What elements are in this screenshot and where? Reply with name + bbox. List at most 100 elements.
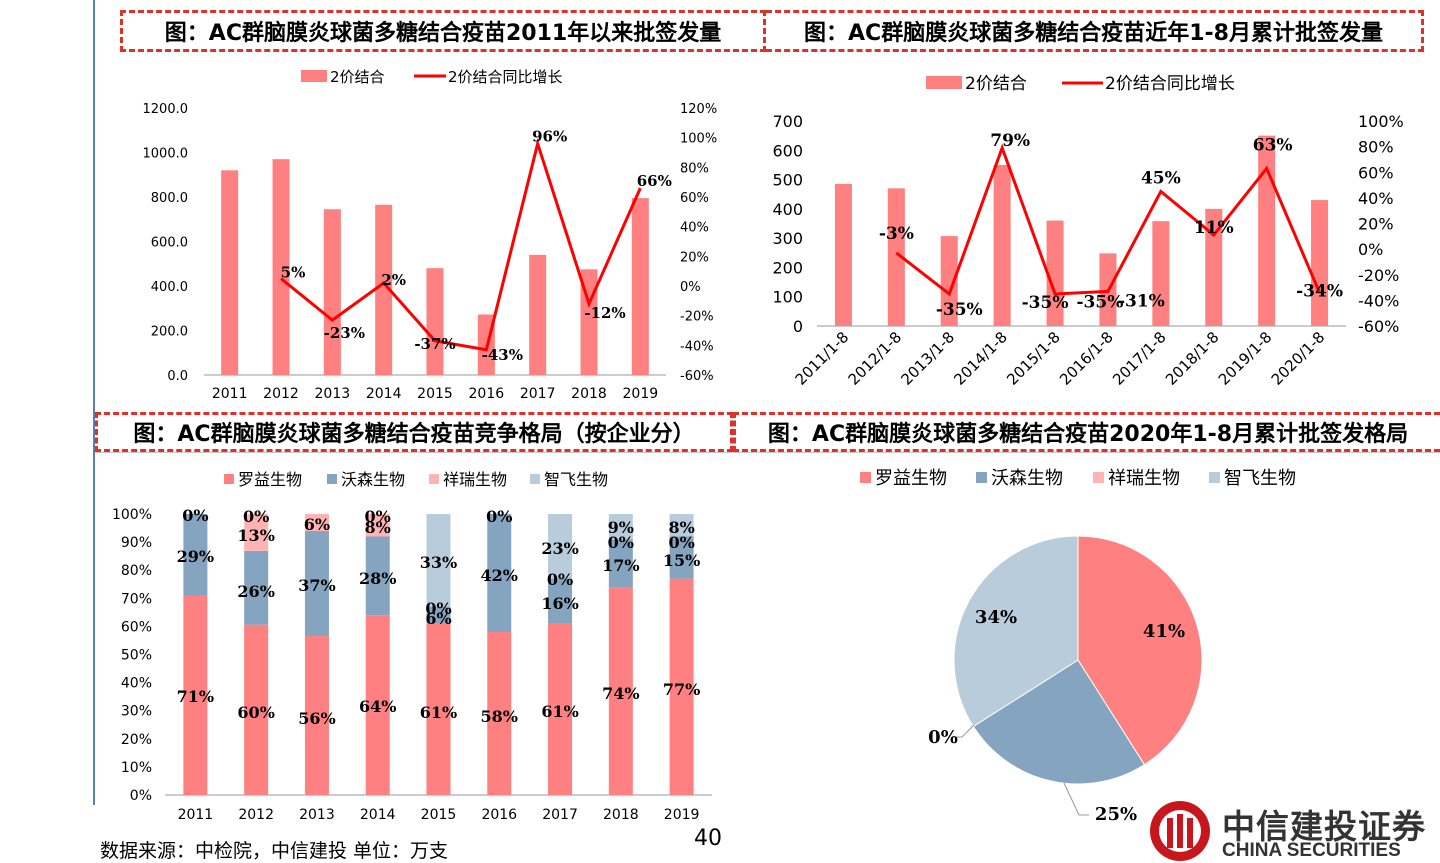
bar (631, 198, 649, 375)
pie-slice (1077, 535, 1203, 766)
data-label: -35% (1022, 293, 1069, 313)
x-tick-label: 2016/1-8 (1056, 328, 1117, 389)
data-label: 16% (541, 594, 578, 613)
company-logo: 中信建投证券 CHINA SECURITIES (1142, 798, 1440, 863)
stacked-bar-segment (183, 595, 208, 795)
data-label: 56% (298, 709, 335, 728)
left-accent-line (93, 0, 95, 805)
legend-label: 罗益生物 (238, 470, 302, 489)
data-label: 17% (602, 556, 639, 575)
chart1-bar-line: 0.0 200.0 400.0 600.0 800.0 1000.0 1200.0 -60% -… (143, 68, 718, 402)
data-label: 0% (608, 533, 634, 552)
stacked-bar-segment (426, 606, 451, 624)
y-tick-label: 200 (772, 258, 803, 277)
stacked-bar-segment (365, 536, 390, 616)
y-tick-label: 100% (112, 507, 152, 523)
x-tick-label: 2012/1-8 (845, 328, 906, 389)
y2-tick-label: 20% (1358, 215, 1394, 234)
data-label: 23% (541, 539, 578, 558)
section-divider (95, 452, 1440, 453)
legend-label: 智飞生物 (544, 470, 608, 489)
data-label: 15% (663, 551, 700, 570)
bar (940, 236, 958, 326)
data-label: 9% (608, 518, 634, 537)
bar (1046, 220, 1064, 326)
legend-label: 沃森生物 (341, 470, 405, 489)
y2-tick-label: 0% (1358, 240, 1383, 259)
data-label: -12% (584, 304, 625, 322)
bar (1205, 208, 1223, 326)
y2-tick-label: 40% (680, 221, 709, 236)
legend-swatch-bar (301, 70, 327, 82)
x-tick-label: 2011/1-8 (792, 328, 853, 389)
chart4-pie: 41% 34% 0% 25% 罗益生物 沃森生物 祥瑞生物 智飞生物 (860, 468, 1296, 825)
stacked-bar-segment (365, 615, 390, 795)
data-label: 5% (281, 264, 306, 282)
stacked-bar-segment (426, 514, 451, 607)
x-tick-label: 2011 (212, 386, 248, 402)
y2-tick-label: 60% (1358, 163, 1394, 182)
y2-tick-label: 20% (680, 250, 709, 265)
y-tick-label: 1000.0 (143, 147, 189, 162)
stacked-bar-segment (304, 636, 329, 795)
bar (272, 159, 290, 375)
x-tick-label: 2014 (366, 386, 402, 402)
y-tick-label: 0 (793, 317, 803, 336)
stacked-bar-segment (487, 632, 512, 795)
legend-swatch (860, 472, 871, 483)
stacked-bar-segment (244, 550, 269, 625)
data-label: 25% (1095, 804, 1137, 825)
bar (834, 183, 852, 326)
x-tick-label: 2016 (469, 386, 505, 402)
data-label: 0% (547, 570, 573, 589)
stacked-bar-segment (304, 531, 329, 637)
data-label: 33% (420, 553, 457, 572)
data-label: 11% (1194, 218, 1234, 238)
x-tick-label: 2020/1-8 (1268, 328, 1329, 389)
stacked-bar-segment (669, 536, 694, 579)
data-label: 0% (243, 507, 269, 526)
y-tick-label: 30% (121, 704, 152, 720)
legend-label: 2价结合 (965, 74, 1027, 94)
x-tick-label: 2014/1-8 (950, 328, 1011, 389)
bar (323, 209, 341, 375)
data-label: 61% (541, 702, 578, 721)
data-label: 37% (298, 576, 335, 595)
chart1-title: 图：AC群脑膜炎球菌多糖结合疫苗2011年以来批签发量 (120, 10, 766, 52)
data-label: 8% (668, 518, 694, 537)
x-tick-label: 2017 (542, 807, 578, 823)
data-label: 0% (182, 506, 208, 525)
data-label: 8% (365, 518, 391, 537)
data-label: 61% (420, 703, 457, 722)
x-tick-label: 2013 (315, 386, 351, 402)
x-tick-label: 2018 (571, 386, 607, 402)
bar (529, 254, 547, 375)
chart2-bar-line: 0 100 200 300 400 500 600 700 -60% -40% -20% 0% 20% 4… (772, 74, 1403, 389)
stacked-bar-segment (548, 578, 573, 624)
data-label: 42% (481, 566, 518, 585)
legend-swatch (224, 474, 234, 484)
bar (1152, 221, 1170, 326)
x-tick-label: 2015 (417, 386, 453, 402)
data-label: 71% (177, 687, 214, 706)
bar (375, 204, 393, 375)
stacked-bar-segment (608, 514, 633, 540)
y-tick-label: 300 (772, 229, 803, 248)
legend-swatch (327, 474, 337, 484)
y2-tick-label: 0% (680, 280, 701, 295)
x-tick-label: 2013 (299, 807, 335, 823)
data-label: -23% (324, 324, 365, 342)
y-tick-label: 600.0 (151, 236, 188, 251)
data-label: -35% (1077, 292, 1124, 312)
data-label: 6% (425, 609, 451, 628)
y2-tick-label: 100% (680, 132, 717, 147)
data-label: 26% (237, 582, 274, 601)
y-tick-label: 400.0 (151, 280, 188, 295)
y2-tick-label: -60% (680, 369, 714, 384)
x-tick-label: 2017 (520, 386, 556, 402)
y-tick-label: 0% (130, 788, 152, 804)
data-label: 13% (237, 526, 274, 545)
legend-swatch (429, 474, 439, 484)
stacked-bar-segment (244, 624, 269, 795)
data-label: -43% (482, 346, 523, 364)
